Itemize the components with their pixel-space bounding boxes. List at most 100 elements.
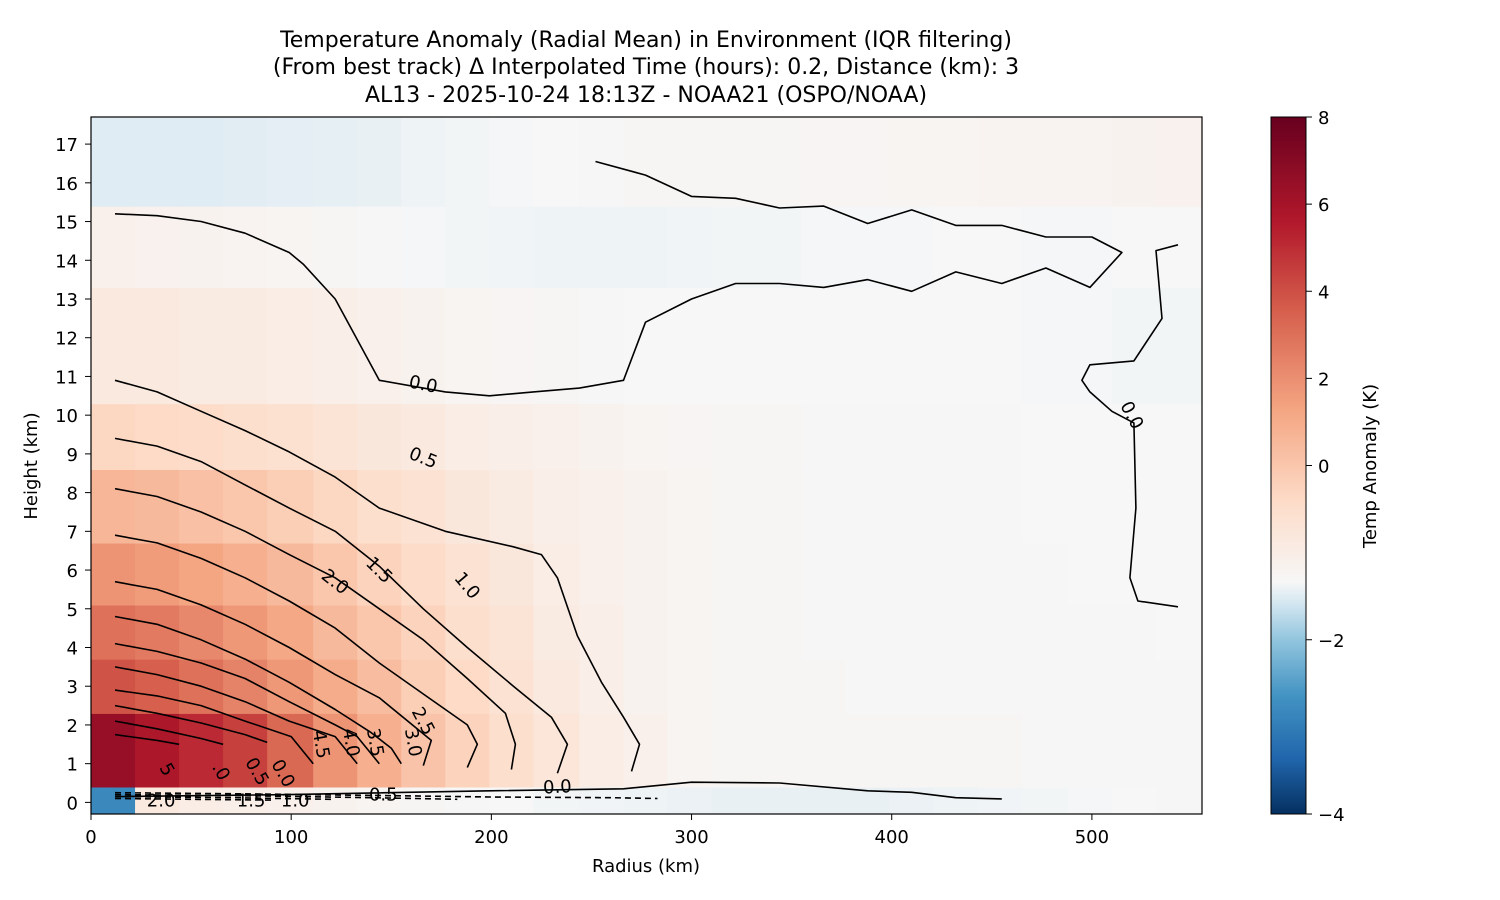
- heat-cell: [1067, 287, 1113, 405]
- heat-cell: [933, 786, 979, 814]
- heat-cell: [313, 542, 358, 606]
- heat-cell: [223, 287, 268, 405]
- heat-cell: [977, 604, 1023, 660]
- heat-cell: [401, 117, 446, 207]
- heat-cell: [1155, 786, 1202, 814]
- heat-cell: [933, 713, 979, 788]
- heat-cell: [489, 206, 534, 288]
- heat-cell: [489, 469, 534, 544]
- heat-cell: [313, 287, 358, 405]
- contour-label: 0.0: [543, 776, 573, 798]
- contour-line-1.0: [114, 437, 569, 774]
- heat-cell: [711, 713, 757, 788]
- heat-cell: [91, 786, 136, 814]
- heat-cell: [711, 206, 757, 288]
- heat-cell: [267, 659, 314, 714]
- heat-cell: [889, 117, 935, 207]
- heat-cell: [1155, 659, 1202, 714]
- heat-cell: [1021, 117, 1069, 207]
- heat-cell: [179, 786, 224, 814]
- heat-cell: [1111, 713, 1157, 788]
- heat-cell: [357, 287, 402, 405]
- heat-cell: [1021, 469, 1069, 544]
- heat-cell: [933, 659, 979, 714]
- heat-cell: [711, 403, 757, 470]
- heat-cell: [667, 206, 713, 288]
- y-tick-label: 8: [67, 484, 78, 505]
- heat-cell: [977, 786, 1023, 814]
- heat-cell: [623, 786, 669, 814]
- heat-cell: [845, 469, 891, 544]
- heat-cell: [357, 659, 402, 714]
- heat-cell: [933, 287, 979, 405]
- contour-line-0.0: [114, 781, 1002, 800]
- heat-cell: [445, 206, 490, 288]
- contour-label: 3.0: [400, 727, 426, 759]
- heat-cell: [1021, 659, 1069, 714]
- plot-frame: [90, 116, 1203, 815]
- heat-cell: [1021, 287, 1069, 405]
- heat-cell: [179, 287, 224, 405]
- y-tick-label: 7: [67, 522, 78, 543]
- heat-cell: [1021, 542, 1069, 606]
- heat-cell: [801, 117, 847, 207]
- heat-cell: [179, 713, 224, 788]
- heat-cell: [489, 117, 534, 207]
- heat-cell: [667, 469, 713, 544]
- heat-cell: [755, 403, 803, 470]
- heat-cell: [623, 206, 669, 288]
- y-tick-label: 9: [67, 445, 78, 466]
- heat-cell: [91, 117, 136, 207]
- y-tick-label: 0: [67, 793, 78, 814]
- heat-cell: [357, 786, 402, 814]
- y-tick-label: 2: [67, 716, 78, 737]
- colorbar-tick-label: 8: [1318, 108, 1329, 129]
- heat-cell: [579, 117, 625, 207]
- contour-line-4.5: [114, 689, 314, 765]
- heat-cell: [667, 117, 713, 207]
- contour-line--2.0: [114, 797, 272, 801]
- heat-cell: [977, 469, 1023, 544]
- heat-cell: [1111, 117, 1157, 207]
- x-axis-label: Radius (km): [592, 856, 700, 877]
- contour-line--1.5: [114, 795, 332, 801]
- heat-cell: [977, 542, 1023, 606]
- colorbar-tick-label: 4: [1318, 282, 1329, 303]
- heat-cell: [135, 542, 180, 606]
- heat-cell: [755, 469, 803, 544]
- contour-line-1.5: [114, 487, 517, 770]
- heat-cell: [401, 542, 446, 606]
- heat-cell: [1067, 604, 1113, 660]
- contour-label: 1.5: [237, 790, 266, 811]
- heatmap-cells: [91, 117, 1202, 814]
- heat-cell: [313, 117, 358, 207]
- heat-cell: [889, 542, 935, 606]
- y-tick-label: 6: [67, 561, 78, 582]
- heat-cell: [801, 403, 847, 470]
- heat-cell: [579, 604, 625, 660]
- heat-cell: [933, 403, 979, 470]
- heat-cell: [223, 117, 268, 207]
- heat-cell: [533, 604, 581, 660]
- heat-cell: [1155, 287, 1202, 405]
- heat-cell: [845, 713, 891, 788]
- contour-label: 3.5: [362, 727, 388, 759]
- y-tick-label: 1: [67, 755, 78, 776]
- heat-cell: [179, 403, 224, 470]
- heat-cell: [889, 287, 935, 405]
- heat-cell: [845, 206, 891, 288]
- heat-cell: [977, 403, 1023, 470]
- heat-cell: [889, 403, 935, 470]
- heat-cell: [445, 542, 490, 606]
- heat-cell: [357, 206, 402, 288]
- heat-cell: [267, 206, 314, 288]
- heat-cell: [623, 604, 669, 660]
- chart-title-line-1: Temperature Anomaly (Radial Mean) in Env…: [280, 28, 1012, 53]
- heat-cell: [533, 287, 581, 405]
- heat-cell: [1067, 713, 1113, 788]
- heat-cell: [755, 659, 803, 714]
- heat-cell: [135, 287, 180, 405]
- contour-line-3.0: [114, 615, 402, 765]
- heat-cell: [977, 117, 1023, 207]
